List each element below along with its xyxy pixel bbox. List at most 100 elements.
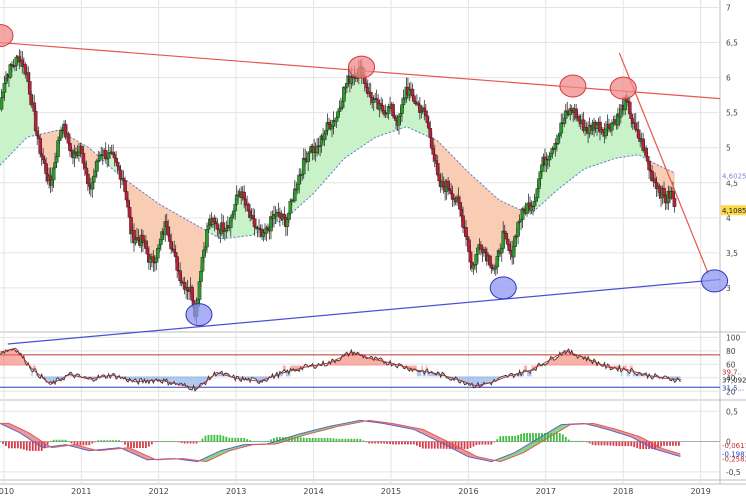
macd-value-label: -0,0611 bbox=[722, 442, 746, 450]
osc-fill-segment bbox=[418, 371, 420, 377]
candle-down bbox=[672, 197, 677, 207]
macd-histogram-bar bbox=[380, 441, 383, 444]
osc-fill-segment bbox=[416, 370, 419, 377]
macd-fill-segment bbox=[533, 440, 535, 447]
osc-fill-segment bbox=[366, 358, 368, 366]
osc-fill-segment bbox=[483, 376, 486, 384]
osc-tick-label: 100 bbox=[726, 333, 741, 342]
osc-fill-segment bbox=[34, 365, 36, 369]
macd-histogram-bar bbox=[231, 437, 234, 442]
macd-fill-segment bbox=[10, 424, 12, 430]
price-tick-label: 6,5 bbox=[726, 39, 738, 48]
macd-histogram-bar bbox=[115, 440, 118, 442]
osc-fill-segment bbox=[375, 356, 377, 366]
osc-value-label: 39,7.. bbox=[722, 369, 742, 377]
macd-histogram-bar bbox=[305, 437, 308, 442]
macd-fill-segment bbox=[553, 428, 556, 435]
macd-histogram-bar bbox=[597, 441, 600, 446]
price-tick-label: 3,5 bbox=[726, 249, 738, 258]
osc-fill-segment bbox=[463, 376, 465, 385]
macd-fill-segment bbox=[145, 455, 148, 460]
osc-fill-segment bbox=[373, 356, 376, 366]
macd-histogram-bar bbox=[189, 441, 192, 444]
moving-average-line bbox=[0, 126, 675, 240]
macd-histogram-bar bbox=[660, 441, 662, 447]
macd-histogram-bar bbox=[332, 438, 335, 442]
osc-fill-segment bbox=[345, 352, 347, 366]
osc-fill-segment bbox=[132, 376, 134, 382]
macd-histogram-bar bbox=[213, 434, 216, 442]
macd-histogram-bar bbox=[424, 441, 427, 449]
macd-histogram-bar bbox=[567, 439, 570, 442]
osc-fill-segment bbox=[488, 376, 490, 384]
macd-histogram-bar bbox=[293, 437, 296, 442]
osc-fill-segment bbox=[257, 376, 260, 384]
macd-histogram-bar bbox=[216, 434, 219, 442]
macd-fill-segment bbox=[524, 446, 526, 453]
macd-histogram-bar bbox=[112, 440, 115, 442]
macd-layer bbox=[0, 419, 720, 463]
price-tick-label: 7 bbox=[726, 4, 731, 13]
macd-fill-segment bbox=[208, 455, 210, 461]
macd-tick-label: 0,5 bbox=[726, 407, 738, 416]
osc-fill-segment bbox=[348, 353, 350, 366]
macd-histogram-bar bbox=[204, 435, 207, 442]
macd-histogram-bar bbox=[210, 434, 213, 442]
osc-tick-label: 20 bbox=[726, 387, 736, 396]
macd-tick-label: 0 bbox=[726, 438, 731, 447]
macd-histogram-bar bbox=[344, 438, 347, 442]
macd-histogram-bar bbox=[624, 441, 627, 447]
macd-fill-segment bbox=[209, 455, 212, 460]
macd-histogram-bar bbox=[287, 437, 290, 442]
macd-histogram-bar bbox=[505, 436, 508, 442]
macd-fill-segment bbox=[500, 457, 502, 462]
macd-histogram-bar bbox=[392, 441, 394, 445]
macd-fill-segment bbox=[530, 442, 532, 449]
macd-histogram-bar bbox=[264, 441, 266, 442]
macd-histogram-bar bbox=[276, 437, 278, 442]
macd-histogram-bar bbox=[582, 440, 585, 442]
osc-fill-segment bbox=[355, 352, 358, 366]
macd-histogram-bar bbox=[430, 441, 433, 449]
x-tick-label: 2019 bbox=[690, 487, 710, 496]
macd-histogram-bar bbox=[2, 441, 4, 444]
macd-histogram-bar bbox=[594, 441, 597, 446]
osc-fill-segment bbox=[352, 352, 355, 366]
macd-histogram-bar bbox=[133, 441, 135, 449]
macd-histogram-bar bbox=[642, 441, 645, 450]
macd-histogram-bar bbox=[40, 441, 43, 451]
macd-histogram-bar bbox=[252, 441, 255, 442]
macd-histogram-bar bbox=[347, 438, 350, 442]
price-tick-label: 4,5 bbox=[726, 179, 738, 188]
macd-histogram-bar bbox=[270, 439, 272, 442]
macd-histogram-bar bbox=[585, 441, 588, 443]
osc-fill-segment bbox=[47, 376, 50, 384]
macd-fill-segment bbox=[522, 446, 525, 453]
macd-line bbox=[0, 419, 681, 463]
macd-histogram-bar bbox=[421, 441, 424, 449]
macd-histogram-bar bbox=[8, 441, 10, 449]
macd-histogram-bar bbox=[70, 441, 73, 444]
macd-fill-segment bbox=[26, 431, 29, 439]
macd-histogram-bar bbox=[475, 441, 478, 446]
candle-layer bbox=[0, 49, 677, 325]
macd-histogram-bar bbox=[142, 441, 144, 449]
macd-histogram-bar bbox=[94, 441, 97, 443]
macd-histogram-bar bbox=[201, 438, 204, 442]
macd-histogram-bar bbox=[398, 441, 400, 445]
macd-histogram-bar bbox=[463, 441, 466, 449]
osc-tick-label: 60 bbox=[726, 360, 736, 369]
osc-fill-segment bbox=[479, 376, 481, 388]
macd-histogram-bar bbox=[466, 441, 469, 449]
macd-fill-segment bbox=[211, 454, 213, 460]
osc-fill-segment bbox=[558, 352, 560, 366]
macd-histogram-bar bbox=[606, 441, 609, 446]
macd-fill-segment bbox=[637, 435, 639, 441]
macd-fill-segment bbox=[461, 448, 464, 455]
macd-histogram-bar bbox=[374, 441, 377, 444]
macd-fill-segment bbox=[421, 429, 423, 434]
macd-histogram-bar bbox=[487, 441, 490, 445]
osc-fill-segment bbox=[2, 351, 5, 366]
macd-histogram-bar bbox=[16, 441, 19, 449]
